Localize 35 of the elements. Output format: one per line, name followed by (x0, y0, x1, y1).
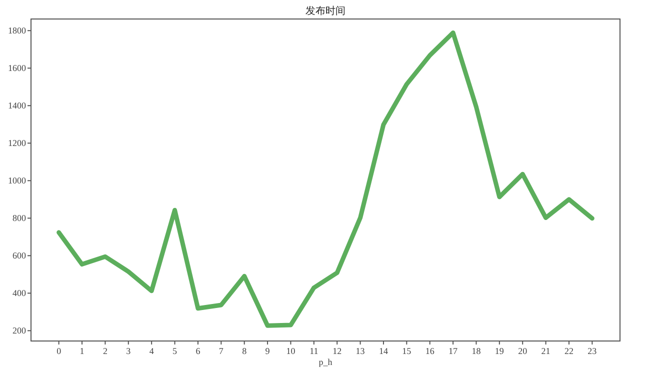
chart-title: 发布时间 (306, 5, 346, 17)
x-tick-label: 2 (102, 346, 108, 356)
x-tick-label: 6 (196, 346, 201, 356)
y-tick-label: 1400 (8, 100, 26, 111)
x-tick-label: 5 (172, 346, 178, 356)
y-tick-label: 600 (12, 250, 26, 261)
y-tick-label: 1600 (8, 63, 26, 74)
x-tick-label: 11 (310, 346, 318, 356)
x-tick-label: 17 (448, 346, 458, 356)
y-tick-label: 1000 (8, 176, 26, 186)
x-tick-label: 1 (80, 346, 84, 356)
y-tick-label: 1200 (8, 138, 26, 148)
x-axis-title: p_h (318, 357, 333, 367)
x-tick-label: 19 (494, 346, 504, 356)
x-tick-label: 16 (425, 346, 435, 356)
x-tick-label: 14 (378, 346, 388, 356)
y-tick-label: 200 (12, 326, 26, 336)
x-tick-label: 23 (588, 346, 598, 356)
y-tick-label: 400 (12, 288, 26, 298)
x-tick-label: 22 (564, 346, 574, 356)
x-tick-label: 15 (402, 346, 412, 356)
x-tick-label: 10 (286, 346, 296, 356)
y-tick-label: 800 (12, 213, 26, 224)
x-tick-label: 7 (218, 346, 224, 356)
x-tick-label: 3 (126, 346, 132, 356)
x-tick-label: 18 (472, 346, 482, 356)
x-tick-label: 9 (265, 346, 270, 356)
x-tick-label: 20 (518, 346, 528, 356)
x-tick-label: 0 (56, 346, 62, 356)
x-tick-label: 21 (541, 346, 550, 356)
x-tick-label: 12 (332, 346, 342, 356)
x-tick-label: 13 (356, 346, 366, 356)
x-tick-label: 4 (149, 346, 154, 356)
y-tick-label: 1800 (8, 26, 26, 36)
x-tick-label: 8 (242, 346, 248, 356)
